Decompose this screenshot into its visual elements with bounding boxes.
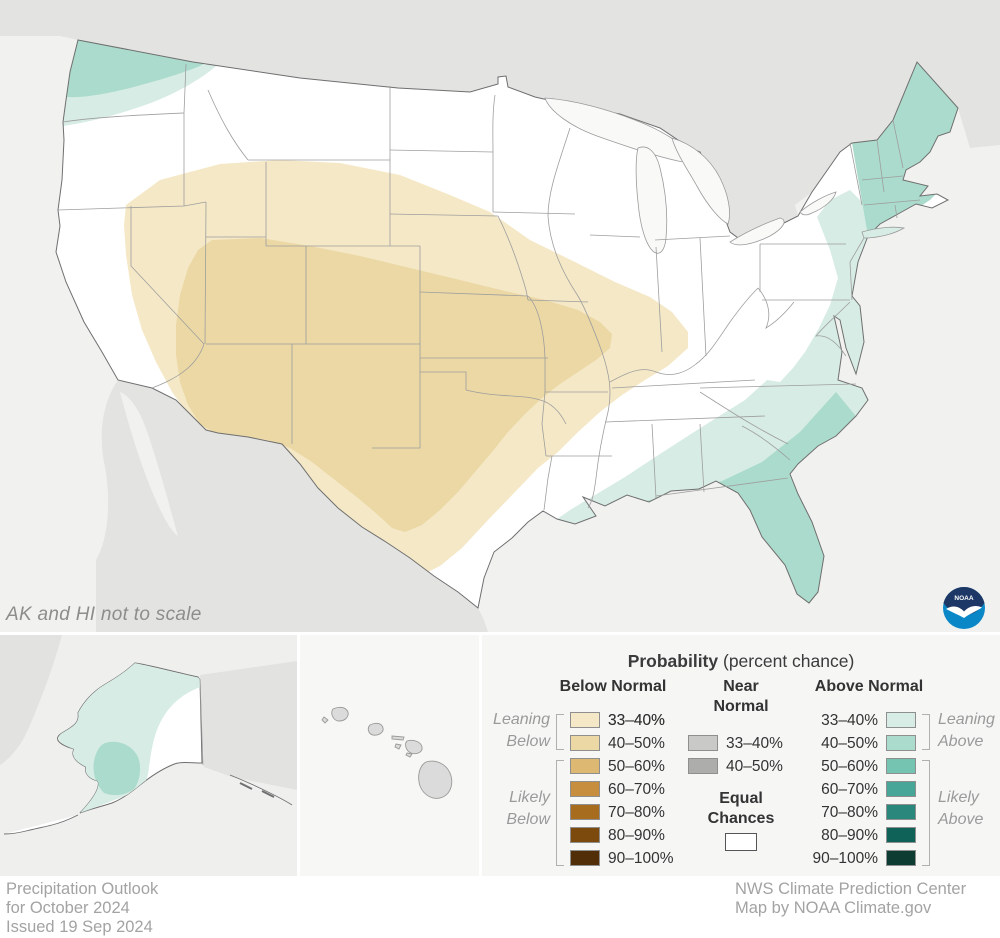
- legend-header-near-2: Normal: [713, 698, 769, 715]
- above-label-0: 33–40%: [821, 712, 878, 729]
- mexico-landmass: [96, 380, 488, 632]
- below-label-33-40: 33–40%: [608, 712, 665, 729]
- above-swatch-6: [886, 850, 916, 866]
- hawaii-map-svg: [300, 635, 479, 876]
- legend: Probability (percent chance) Below Norma…: [482, 635, 1000, 876]
- footer-source: NWS Climate Prediction Center: [735, 880, 967, 898]
- below-swatch-3: [570, 781, 600, 797]
- equal-chances-label-2: Chances: [707, 810, 775, 827]
- leaning-below-bracket: [556, 714, 564, 750]
- below-swatch-2: [570, 758, 600, 774]
- near-swatch-0: [688, 735, 718, 751]
- above-swatch-4: [886, 804, 916, 820]
- legend-header-below-normal: Below Normal: [559, 678, 667, 695]
- kahoolawe-island: [405, 752, 413, 758]
- near-swatch-1: [688, 758, 718, 774]
- above-swatch-0: [886, 712, 916, 728]
- long-island: [861, 226, 906, 239]
- leaning-above-label: Leaning Above: [938, 711, 995, 750]
- legend-title-bold: Probability: [627, 651, 719, 671]
- conus-map-svg: [0, 0, 1000, 632]
- region-pnw-above-normal-33-40: [63, 63, 216, 126]
- lanai-island: [394, 743, 402, 750]
- below-label-0: 33–40%: [608, 712, 665, 729]
- above-label-6: 90–100%: [812, 850, 878, 867]
- conus-precipitation-map: AK and HI not to scale NOAA: [0, 0, 1000, 632]
- below-swatch-5: [570, 827, 600, 843]
- canada-landmass: [0, 0, 1000, 243]
- near-label-0: 33–40%: [726, 735, 783, 752]
- below-swatch-0: [570, 712, 600, 728]
- region-ak-above-normal-33-40: [58, 663, 200, 813]
- hawaii-inset-panel: [300, 635, 479, 876]
- legend-title-rest: (percent chance): [718, 651, 855, 671]
- maui-island: [405, 739, 423, 755]
- kauai-island: [331, 706, 349, 722]
- lake-erie: [729, 217, 785, 246]
- below-label-4: 70–80%: [608, 804, 665, 821]
- above-swatch-3: [886, 781, 916, 797]
- region-pnw-above-normal-40-50: [67, 40, 207, 98]
- above-label-1: 40–50%: [821, 735, 878, 752]
- equal-chances-swatch: [725, 833, 757, 851]
- aleutian-islands: [3, 774, 293, 835]
- ak-canada-border: [199, 678, 204, 766]
- below-swatch-1: [570, 735, 600, 751]
- below-label-5: 80–90%: [608, 827, 665, 844]
- leaning-above-bracket: [922, 714, 930, 750]
- footer-issued: Issued 19 Sep 2024: [6, 918, 153, 936]
- footer-left: Precipitation Outlook for October 2024 I…: [6, 880, 158, 937]
- niihau-island: [321, 716, 329, 724]
- below-label-3: 60–70%: [608, 781, 665, 798]
- footer-right: NWS Climate Prediction Center Map by NOA…: [735, 880, 966, 918]
- leaning-below-label: Leaning Below: [493, 711, 550, 750]
- hawaiian-islands: [321, 706, 453, 799]
- state-borders: [57, 63, 921, 511]
- below-label-2: 50–60%: [608, 758, 665, 775]
- gulf-of-california: [120, 392, 178, 536]
- legend-header-near-1: Near: [723, 678, 759, 695]
- footer-credit: Map by NOAA Climate.gov: [735, 899, 932, 917]
- region-below-normal-40-50: [176, 238, 612, 532]
- lake-ontario: [799, 191, 837, 216]
- below-swatch-6: [570, 850, 600, 866]
- footer: Precipitation Outlook for October 2024 I…: [0, 878, 1000, 938]
- lake-huron: [671, 137, 730, 225]
- footer-title: Precipitation Outlook: [6, 880, 159, 898]
- above-swatch-2: [886, 758, 916, 774]
- map-note: AK and HI not to scale: [6, 604, 202, 625]
- likely-below-bracket: [556, 760, 564, 866]
- big-island: [418, 760, 453, 799]
- region-ak-above-normal-40-50: [93, 741, 141, 796]
- above-swatch-1: [886, 735, 916, 751]
- canada-landmass-ak: [200, 661, 297, 790]
- footer-period: for October 2024: [6, 899, 130, 917]
- molokai-island: [391, 735, 405, 741]
- above-label-4: 70–80%: [821, 804, 878, 821]
- alaska-inset-panel: [0, 635, 297, 876]
- alaska-map-svg: [0, 635, 297, 876]
- likely-below-label: Likely Below: [506, 789, 550, 828]
- great-lakes: [544, 97, 837, 254]
- below-swatch-4: [570, 804, 600, 820]
- russia-landmass: [0, 635, 62, 765]
- equal-chances-label-1: Equal: [719, 790, 763, 807]
- noaa-logo-icon: NOAA: [943, 586, 985, 629]
- likely-above-label: Likely Above: [938, 789, 984, 828]
- above-label-3: 60–70%: [821, 781, 878, 798]
- legend-title: Probability (percent chance): [482, 651, 1000, 672]
- likely-above-bracket: [922, 760, 930, 866]
- above-swatch-5: [886, 827, 916, 843]
- noaa-logo-text: NOAA: [954, 595, 973, 602]
- oahu-island: [367, 722, 384, 736]
- below-label-1: 40–50%: [608, 735, 665, 752]
- above-label-5: 80–90%: [821, 827, 878, 844]
- above-label-2: 50–60%: [821, 758, 878, 775]
- lake-michigan: [635, 146, 668, 254]
- below-label-6: 90–100%: [608, 850, 674, 867]
- legend-header-above-normal: Above Normal: [814, 678, 924, 695]
- near-label-1: 40–50%: [726, 758, 783, 775]
- noaa-logo: NOAA: [941, 585, 987, 631]
